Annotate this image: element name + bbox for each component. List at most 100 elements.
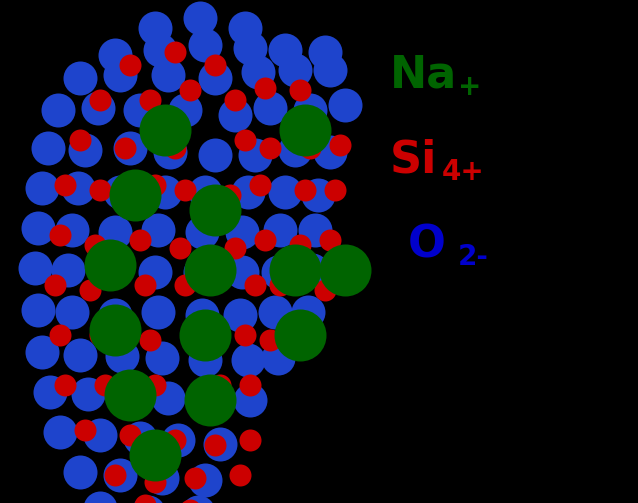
Point — [290, 146, 300, 154]
Point — [67, 308, 77, 316]
Point — [110, 51, 120, 59]
Point — [155, 46, 165, 54]
Point — [200, 331, 210, 339]
Point — [85, 286, 95, 294]
Point — [260, 236, 270, 244]
Point — [145, 336, 155, 344]
Point — [145, 96, 155, 104]
Point — [325, 66, 335, 74]
Point — [330, 186, 340, 194]
Point — [300, 186, 310, 194]
Point — [125, 391, 135, 399]
Point — [260, 84, 270, 92]
Point — [95, 186, 105, 194]
Point — [265, 104, 275, 112]
Point — [33, 306, 43, 314]
Point — [195, 268, 205, 276]
Point — [275, 226, 285, 234]
Point — [215, 381, 225, 389]
Point — [163, 71, 173, 79]
Point — [320, 286, 330, 294]
Point — [95, 331, 105, 339]
Point — [180, 186, 190, 194]
Point — [210, 61, 220, 69]
Point — [95, 431, 105, 439]
Point — [250, 281, 260, 289]
Text: +: + — [458, 73, 482, 101]
Point — [33, 224, 43, 232]
Point — [150, 381, 160, 389]
Point — [105, 261, 115, 269]
Point — [43, 144, 53, 152]
Text: Na: Na — [390, 53, 457, 97]
Point — [340, 101, 350, 109]
Point — [205, 266, 215, 274]
Point — [325, 236, 335, 244]
Point — [105, 268, 115, 276]
Point — [245, 44, 255, 52]
Point — [110, 311, 120, 319]
Text: Si: Si — [390, 138, 438, 182]
Point — [37, 348, 47, 356]
Point — [125, 144, 135, 152]
Point — [305, 106, 315, 114]
Point — [50, 281, 60, 289]
Point — [255, 181, 265, 189]
Point — [295, 241, 305, 249]
Point — [230, 111, 240, 119]
Point — [200, 476, 210, 484]
Point — [305, 144, 315, 152]
Point — [265, 336, 275, 344]
Point — [200, 356, 210, 364]
Point — [100, 381, 110, 389]
Point — [270, 308, 280, 316]
Point — [153, 226, 163, 234]
Point — [273, 354, 283, 362]
Point — [80, 426, 90, 434]
Point — [253, 68, 263, 76]
Point — [295, 331, 305, 339]
Point — [110, 326, 120, 334]
Point — [75, 351, 85, 359]
Point — [157, 354, 167, 362]
Point — [117, 352, 127, 360]
Point — [135, 236, 145, 244]
Point — [210, 74, 220, 82]
Point — [60, 381, 70, 389]
Point — [210, 206, 220, 214]
Point — [307, 266, 317, 274]
Point — [125, 61, 135, 69]
Point — [140, 281, 150, 289]
Text: 2-: 2- — [458, 243, 489, 271]
Point — [275, 281, 285, 289]
Point — [243, 356, 253, 364]
Point — [165, 148, 175, 156]
Point — [83, 390, 93, 398]
Point — [140, 501, 150, 503]
Point — [273, 268, 283, 276]
Point — [210, 151, 220, 159]
Point — [235, 311, 245, 319]
Text: O: O — [408, 223, 446, 267]
Point — [250, 151, 260, 159]
Point — [75, 136, 85, 144]
Point — [55, 428, 65, 436]
Point — [215, 440, 225, 448]
Point — [75, 74, 85, 82]
Point — [180, 106, 190, 114]
Point — [67, 226, 77, 234]
Point — [130, 191, 140, 199]
Point — [295, 86, 305, 94]
Point — [205, 396, 215, 404]
Point — [205, 396, 215, 404]
Point — [225, 191, 235, 199]
Point — [265, 144, 275, 152]
Point — [115, 471, 125, 479]
Point — [230, 96, 240, 104]
Point — [245, 381, 255, 389]
Point — [340, 266, 350, 274]
Point — [37, 184, 47, 192]
Point — [157, 474, 167, 482]
Point — [230, 244, 240, 252]
Point — [290, 266, 300, 274]
